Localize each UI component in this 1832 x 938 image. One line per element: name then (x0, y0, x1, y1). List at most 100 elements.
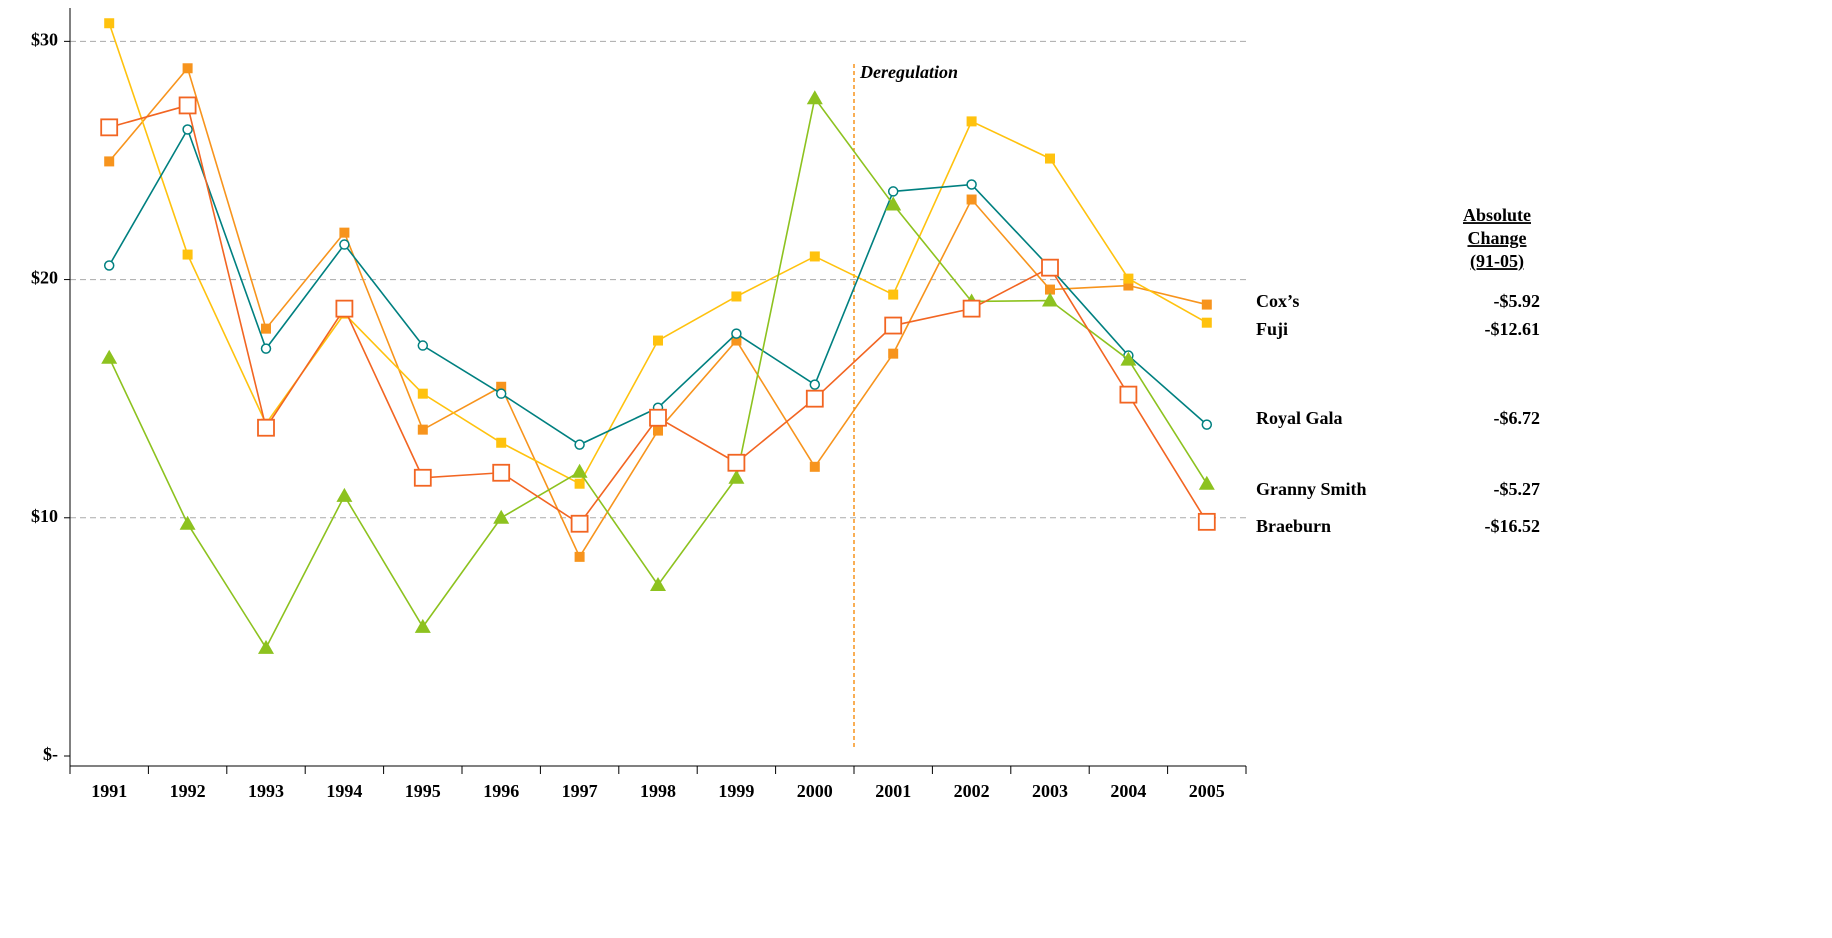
marker (339, 239, 350, 250)
legend-title: (91-05) (1470, 251, 1524, 272)
legend-name: Granny Smith (1256, 479, 1367, 499)
marker (1123, 280, 1134, 291)
legend-change: -$12.61 (1485, 319, 1541, 339)
marker (966, 179, 977, 190)
marker (884, 316, 903, 335)
marker (1123, 273, 1134, 284)
x-tick-label: 1998 (640, 781, 676, 801)
marker (1201, 299, 1212, 310)
legend-title: Change (1467, 228, 1526, 248)
marker (101, 349, 118, 364)
x-tick-label: 1996 (483, 781, 519, 801)
marker (806, 90, 823, 105)
x-tick-label: 2002 (954, 781, 990, 801)
marker (493, 509, 510, 524)
marker (885, 196, 902, 211)
marker (887, 186, 899, 197)
legend-name: Royal Gala (1256, 408, 1343, 428)
annotation: Deregulation (859, 62, 958, 82)
marker (653, 335, 663, 346)
marker (104, 156, 115, 167)
marker (1119, 385, 1138, 404)
series-line (108, 104, 1208, 525)
legend-change: -$5.92 (1494, 291, 1541, 311)
legend-name: Cox’s (1256, 291, 1299, 311)
marker (728, 469, 745, 484)
marker (257, 418, 275, 437)
marker (731, 335, 742, 346)
marker (1201, 419, 1213, 430)
marker (650, 576, 666, 591)
marker (496, 381, 507, 392)
marker (1042, 292, 1058, 307)
marker (495, 388, 507, 399)
legend-change: -$5.27 (1494, 479, 1541, 499)
series-line (108, 66, 1207, 559)
x-tick-label: 1994 (326, 781, 362, 801)
marker (888, 348, 899, 359)
marker (809, 379, 821, 390)
marker (496, 437, 507, 448)
legend-name: Braeburn (1256, 516, 1331, 536)
marker (261, 323, 271, 334)
marker (570, 514, 589, 533)
marker (492, 463, 511, 482)
marker (727, 453, 746, 472)
marker (966, 116, 977, 127)
marker (1045, 153, 1055, 164)
marker (888, 289, 899, 300)
marker (417, 424, 428, 435)
marker (1120, 351, 1137, 366)
marker (336, 487, 353, 502)
x-tick-label: 1997 (562, 781, 598, 801)
marker (182, 124, 193, 135)
marker (574, 439, 585, 450)
marker (571, 463, 588, 478)
series-line (108, 127, 1208, 446)
marker (1197, 512, 1216, 531)
y-tick-label: $20 (31, 268, 58, 288)
marker (413, 468, 432, 487)
marker (574, 478, 585, 489)
marker (809, 251, 820, 262)
marker (653, 425, 663, 436)
x-tick-label: 1992 (170, 781, 206, 801)
marker (966, 194, 977, 205)
marker (1045, 284, 1055, 295)
marker (178, 96, 197, 115)
marker (1041, 258, 1059, 277)
series-line (108, 96, 1208, 650)
legend-title: Absolute (1463, 205, 1531, 225)
marker (100, 118, 119, 137)
legend-change: -$16.52 (1485, 516, 1541, 536)
x-tick-label: 1995 (405, 781, 441, 801)
marker (731, 291, 742, 302)
marker (179, 515, 196, 530)
x-tick-label: 2004 (1110, 781, 1146, 801)
marker (731, 328, 742, 339)
marker (182, 63, 193, 74)
marker (335, 299, 354, 318)
marker (339, 227, 350, 238)
x-tick-label: 2001 (875, 781, 911, 801)
y-tick-label: $- (43, 744, 58, 764)
marker (417, 388, 428, 399)
marker (182, 249, 193, 260)
marker (417, 340, 429, 351)
marker (962, 299, 981, 318)
y-tick-label: $30 (31, 29, 58, 49)
marker (258, 639, 274, 654)
legend-name: Fuji (1256, 319, 1288, 339)
marker (649, 408, 667, 427)
marker (574, 551, 585, 562)
x-tick-label: 1991 (91, 781, 127, 801)
marker (1198, 475, 1215, 490)
x-tick-label: 1999 (718, 781, 754, 801)
legend-change: -$6.72 (1494, 408, 1541, 428)
marker (104, 18, 115, 29)
y-tick-label: $10 (31, 506, 58, 526)
x-tick-label: 1993 (248, 781, 284, 801)
x-tick-label: 2003 (1032, 781, 1068, 801)
marker (103, 260, 115, 271)
marker (1201, 317, 1212, 328)
